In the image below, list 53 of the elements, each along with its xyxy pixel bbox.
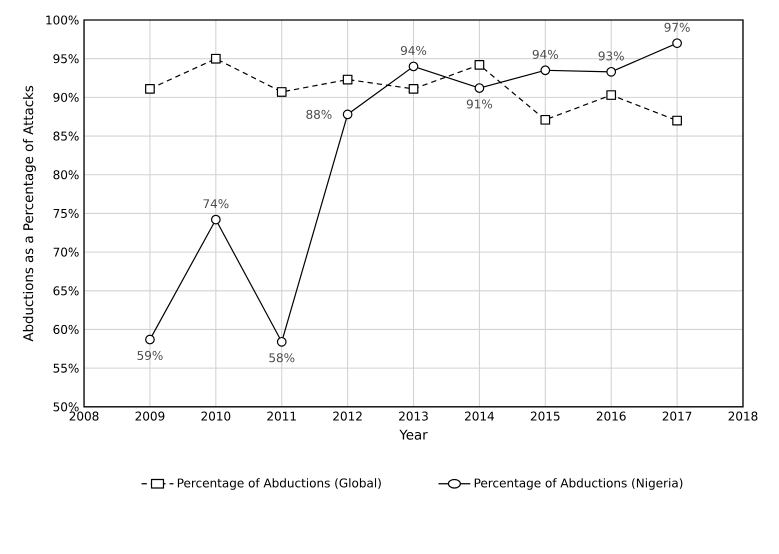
- data-label: 94%: [532, 50, 558, 60]
- x-tick-label: 2012: [333, 412, 362, 421]
- point: [145, 334, 155, 345]
- x-axis-title: Year: [399, 430, 428, 440]
- y-tick-label: 100%: [46, 16, 79, 25]
- y-tick-label: 90%: [53, 93, 79, 102]
- data-label: 59%: [138, 351, 163, 360]
- point: [342, 74, 352, 85]
- point: [672, 38, 682, 48]
- y-tick-label: 80%: [53, 170, 79, 180]
- x-tick-label: 2010: [201, 412, 230, 421]
- x-tick-label: 2011: [267, 412, 296, 421]
- legend-label: Percentage of Abductions (Nigeria): [474, 478, 682, 490]
- legend-label: Percentage of Abductions (Global): [178, 478, 381, 490]
- point: [408, 84, 418, 94]
- point: [672, 116, 682, 126]
- y-tick-label: 75%: [54, 209, 79, 218]
- point: [276, 337, 287, 347]
- point: [145, 84, 155, 94]
- x-tick-label: 2018: [728, 412, 758, 421]
- point: [210, 214, 221, 225]
- point: [540, 115, 550, 125]
- x-tick-label: 2016: [596, 412, 626, 421]
- point: [606, 67, 616, 77]
- y-tick-label: 55%: [54, 364, 79, 373]
- data-label: 58%: [269, 353, 294, 363]
- data-label: 74%: [203, 199, 229, 208]
- point: [276, 87, 287, 98]
- data-label: 93%: [598, 52, 624, 61]
- y-tick-label: 85%: [53, 132, 79, 141]
- x-tick-label: 2008: [70, 412, 98, 421]
- data-label: 94%: [400, 46, 426, 56]
- point: [408, 62, 418, 72]
- y-tick-label: 65%: [53, 286, 79, 296]
- x-tick-label: 2014: [465, 412, 494, 421]
- x-tick-label: 2015: [530, 412, 560, 421]
- y-axis-title: Abductions as a Percentage of Attacks: [22, 86, 36, 342]
- point: [210, 54, 221, 64]
- x-tick-label: 2017: [662, 412, 692, 421]
- point: [342, 110, 352, 120]
- point: [606, 90, 616, 100]
- y-tick-label: 70%: [54, 248, 79, 257]
- point: [540, 66, 550, 76]
- data-label: 91%: [466, 100, 492, 109]
- data-label: 97%: [664, 22, 690, 32]
- x-tick-label: 2013: [399, 412, 428, 421]
- point: [474, 83, 484, 94]
- y-tick-label: 50%: [54, 402, 79, 412]
- point: [474, 60, 484, 70]
- data-label: 88%: [306, 110, 332, 120]
- y-tick-label: 95%: [53, 54, 79, 64]
- y-tick-label: 60%: [53, 325, 79, 334]
- x-tick-label: 2009: [136, 412, 164, 421]
